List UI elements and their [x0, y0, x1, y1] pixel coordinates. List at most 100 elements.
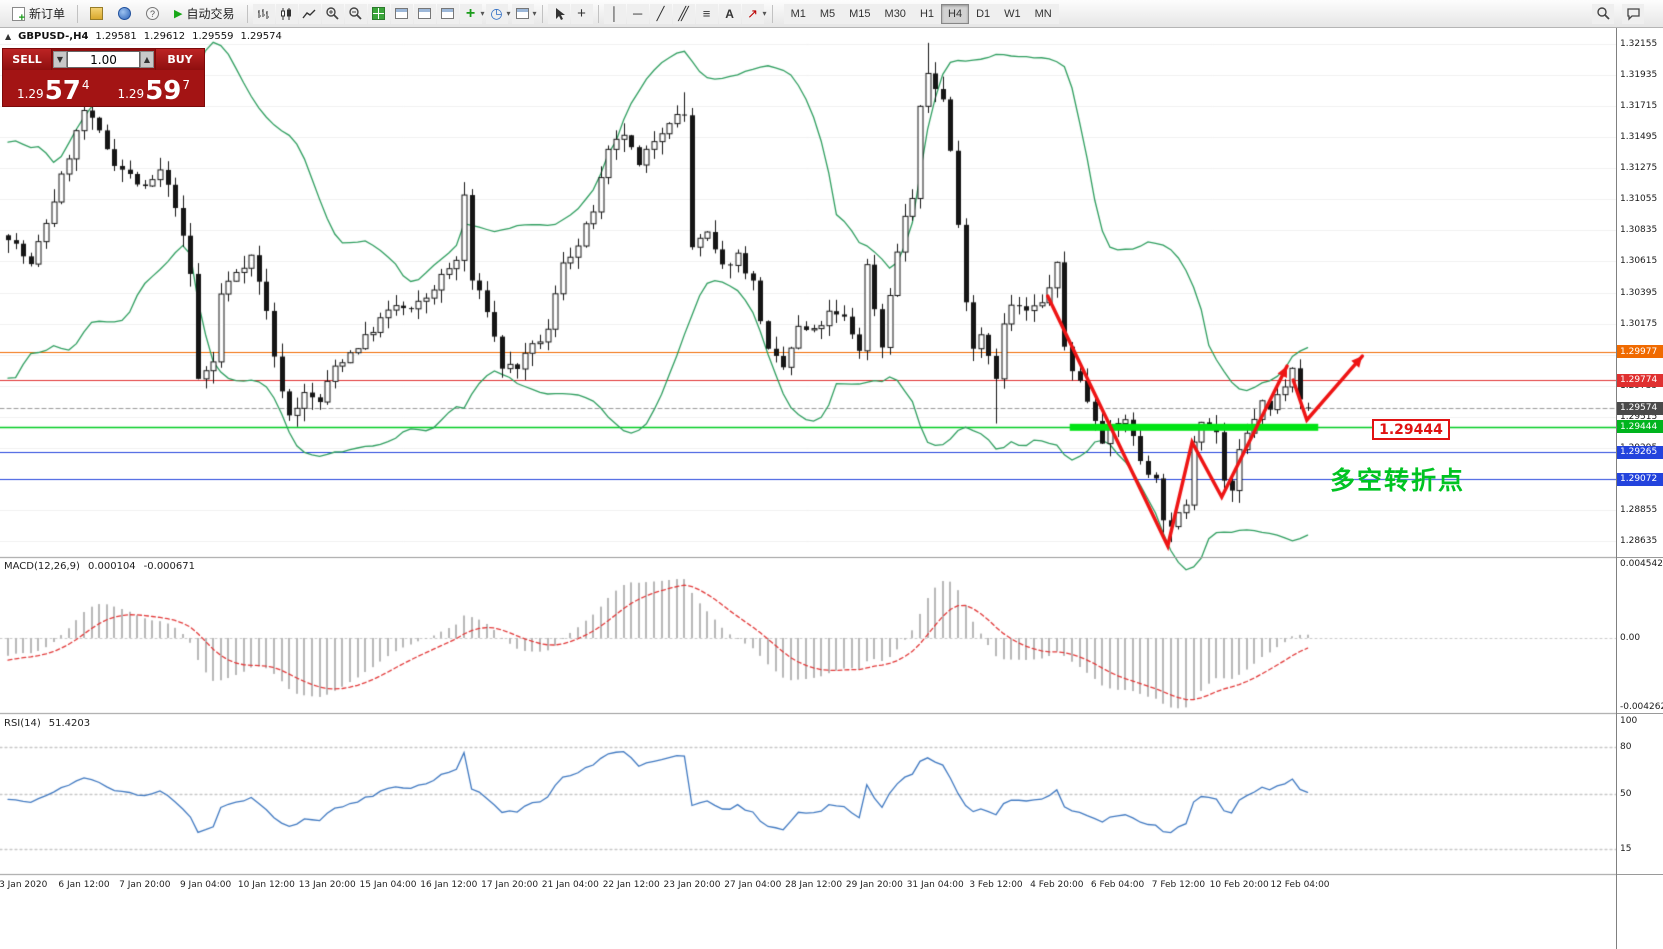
main-toolbar: 新订单 ? ▶ 自动交易 ▾ ▾ ▾ ▾ M1M5M15M30H1H4D1W1M…: [0, 0, 1663, 28]
dropdown-caret-icon[interactable]: ▾: [762, 9, 767, 18]
high-value: 1.29612: [143, 31, 186, 42]
price-tag: 1.29774: [1617, 373, 1663, 387]
window-layout-icon[interactable]: [436, 3, 459, 24]
add-indicator-icon[interactable]: [459, 3, 482, 24]
trendline-icon[interactable]: [649, 3, 672, 24]
tile-windows-icon[interactable]: [367, 3, 390, 24]
one-click-collapse-icon[interactable]: ▲: [5, 32, 12, 41]
open-value: 1.29581: [95, 31, 137, 42]
price-scale-label: 1.31055: [1620, 194, 1658, 205]
volume-decrease-button[interactable]: ▼: [53, 51, 67, 68]
price-scale-label: 1.30175: [1620, 318, 1658, 329]
vertical-line-icon[interactable]: [603, 3, 626, 24]
price-scale-label: 1.28855: [1620, 504, 1658, 515]
rsi-scale-label: 80: [1620, 741, 1632, 752]
time-axis-label: 3 Feb 12:00: [969, 880, 1023, 890]
new-order-button[interactable]: 新订单: [5, 2, 72, 25]
time-axis-label: 22 Jan 12:00: [602, 880, 660, 890]
window-icon: [395, 8, 408, 19]
dropdown-caret-icon[interactable]: ▾: [480, 9, 485, 18]
equidistant-channel-icon[interactable]: [672, 3, 695, 24]
time-axis-label: 13 Jan 20:00: [298, 880, 356, 890]
panel-separator: [1617, 557, 1663, 558]
macd-scale-label: 0.004542: [1620, 559, 1663, 569]
profiles-icon[interactable]: [413, 3, 436, 24]
timeframe-h4[interactable]: H4: [941, 3, 970, 24]
macd-signal-value: -0.000671: [143, 561, 195, 572]
time-axis-label: 15 Jan 04:00: [359, 880, 417, 890]
horizontal-line-icon[interactable]: [626, 3, 649, 24]
candlestick-chart-icon[interactable]: [275, 3, 298, 24]
timeframe-d1[interactable]: D1: [969, 3, 998, 24]
timeframe-h1[interactable]: H1: [912, 3, 941, 24]
sell-price-prefix: 1.29: [16, 87, 44, 101]
zoom-in-icon[interactable]: [321, 3, 344, 24]
buy-price-big: 59: [145, 76, 182, 106]
globe-icon: [118, 7, 132, 20]
tile-grid-icon: [372, 7, 385, 20]
price-tag: 1.29977: [1617, 345, 1663, 359]
crosshair-icon[interactable]: [570, 3, 593, 24]
periods-icon[interactable]: [485, 3, 508, 24]
timeframe-m30[interactable]: M30: [877, 3, 913, 24]
search-icon[interactable]: [1592, 3, 1614, 24]
chart-header: ▲ GBPUSD-,H4 1.29581 1.29612 1.29559 1.2…: [5, 31, 282, 42]
cursor-icon[interactable]: [547, 3, 570, 24]
rsi-scale-label: 50: [1620, 789, 1632, 799]
macd-label: MACD(12,26,9) 0.000104 -0.000671: [4, 561, 195, 572]
low-value: 1.29559: [192, 31, 234, 42]
timeframe-mn[interactable]: MN: [1027, 3, 1059, 24]
chart-canvas[interactable]: [0, 28, 1616, 899]
time-axis-label: 7 Jan 20:00: [119, 880, 171, 890]
macd-name: MACD(12,26,9): [4, 561, 80, 572]
auto-trading-button[interactable]: ▶ 自动交易: [167, 2, 241, 25]
dropdown-caret-icon[interactable]: ▾: [532, 9, 537, 18]
time-axis-label: 31 Jan 04:00: [906, 880, 964, 890]
terminal-button[interactable]: [111, 4, 138, 23]
sell-button[interactable]: SELL: [3, 49, 52, 70]
new-chart-icon[interactable]: [390, 3, 413, 24]
sell-price-sup: 4: [81, 78, 90, 92]
volume-input[interactable]: [67, 51, 140, 68]
line-chart-icon[interactable]: [298, 3, 321, 24]
price-scale-label: 1.31275: [1620, 163, 1658, 174]
metaeditor-button[interactable]: [83, 4, 110, 23]
time-axis-label: 10 Feb 20:00: [1209, 880, 1269, 890]
templates-icon[interactable]: [511, 3, 534, 24]
timeframe-m1[interactable]: M1: [783, 3, 813, 24]
timeframe-m5[interactable]: M5: [812, 3, 843, 24]
time-axis[interactable]: 3 Jan 2020 6 Jan 12:00 7 Jan 20:00 9 Jan 04…: [0, 875, 1616, 899]
bull-bear-turning-point-note: 多空转折点: [1330, 466, 1466, 495]
time-axis-label: 21 Jan 04:00: [541, 880, 599, 890]
time-axis-label: 7 Feb 12:00: [1151, 880, 1206, 890]
volume-increase-button[interactable]: ▲: [140, 51, 154, 68]
bar-chart-icon[interactable]: [252, 3, 275, 24]
price-tag: 1.29072: [1617, 472, 1663, 486]
toolbar-separator: [77, 4, 79, 23]
arrows-tool-icon[interactable]: [741, 3, 764, 24]
text-tool-icon[interactable]: [718, 3, 741, 24]
rsi-label: RSI(14) 51.4203: [4, 718, 90, 729]
time-axis-label: 27 Jan 04:00: [724, 880, 782, 890]
price-scale[interactable]: 1.32155 1.31935 1.31715 1.31495 1.31275 1.310…: [1616, 28, 1663, 949]
zoom-out-icon[interactable]: [344, 3, 367, 24]
time-axis-label: 6 Jan 12:00: [58, 880, 110, 890]
play-icon: ▶: [174, 8, 183, 20]
dropdown-caret-icon[interactable]: ▾: [506, 9, 511, 18]
time-axis-label: 9 Jan 04:00: [179, 880, 232, 890]
time-axis-label: 3 Jan 2020: [0, 880, 48, 890]
buy-price[interactable]: 1.29 59 7: [104, 70, 205, 107]
buy-button[interactable]: BUY: [155, 49, 204, 70]
time-axis-label: 28 Jan 12:00: [785, 880, 843, 890]
timeframe-m15[interactable]: M15: [842, 3, 878, 24]
time-axis-label: 12 Feb 04:00: [1270, 880, 1330, 890]
timeframe-w1[interactable]: W1: [997, 3, 1028, 24]
window-icon: [418, 8, 431, 19]
symbol-label: GBPUSD-,H4: [18, 31, 89, 42]
help-button[interactable]: ?: [139, 4, 166, 23]
price-tag: 1.29574: [1617, 401, 1663, 415]
fibonacci-icon[interactable]: [695, 3, 718, 24]
price-scale-label: 1.30835: [1620, 225, 1658, 236]
chat-icon[interactable]: [1622, 3, 1644, 24]
sell-price[interactable]: 1.29 57 4: [3, 70, 104, 107]
